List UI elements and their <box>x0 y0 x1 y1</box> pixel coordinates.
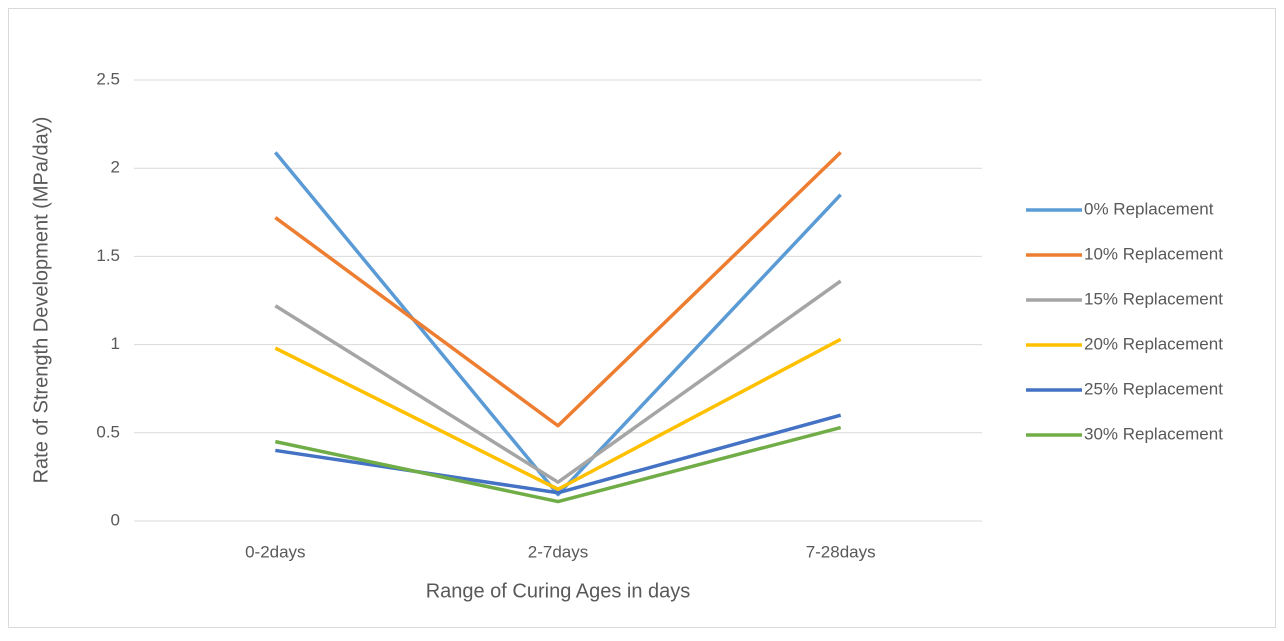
legend-label: 30% Replacement <box>1084 424 1223 443</box>
y-tick-label: 1 <box>111 334 120 353</box>
series-line <box>273 151 842 497</box>
legend-label: 10% Replacement <box>1084 244 1223 263</box>
legend-label: 0% Replacement <box>1084 199 1214 218</box>
legend-label: 25% Replacement <box>1084 379 1223 398</box>
y-tick-label: 1.5 <box>96 246 120 265</box>
y-tick-label: 2.5 <box>96 69 120 88</box>
y-tick-label: 0 <box>111 510 120 529</box>
series-line <box>275 413 842 495</box>
x-tick-label: 7-28days <box>806 542 876 561</box>
series-line <box>274 337 842 491</box>
series-line <box>274 425 842 504</box>
legend-label: 15% Replacement <box>1084 289 1223 308</box>
x-axis-title: Range of Curing Ages in days <box>426 580 691 602</box>
x-tick-label: 2-7days <box>528 542 588 561</box>
y-axis-title: Rate of Strength Development (MPa/day) <box>30 117 52 484</box>
y-tick-label: 0.5 <box>96 422 120 441</box>
series-line <box>274 151 842 428</box>
y-tick-label: 2 <box>111 158 120 177</box>
legend-label: 20% Replacement <box>1084 334 1223 353</box>
series-line <box>274 279 842 484</box>
chart-frame <box>8 8 1276 628</box>
x-tick-label: 0-2days <box>245 542 305 561</box>
